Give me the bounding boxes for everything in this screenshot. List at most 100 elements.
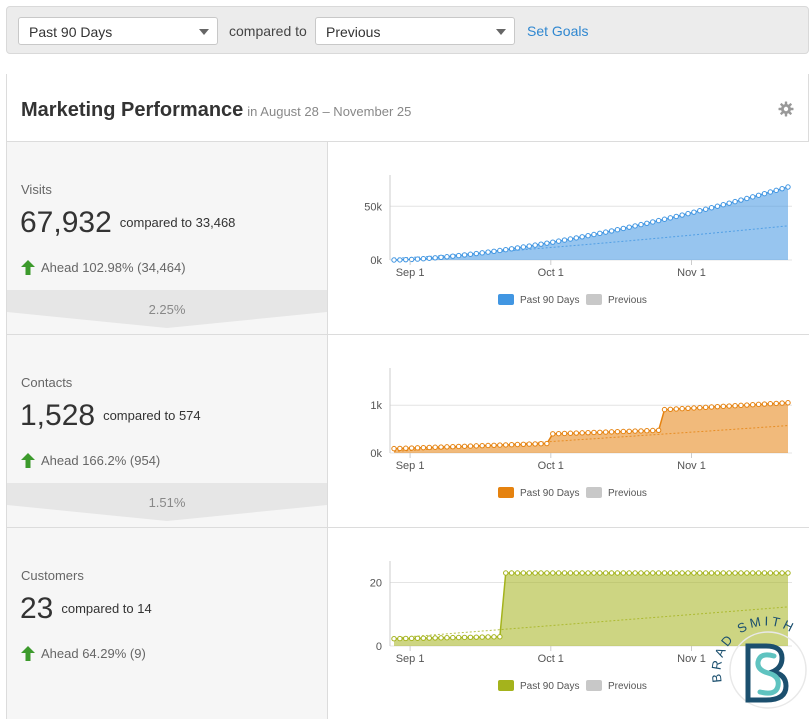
arrow-up-icon xyxy=(21,646,35,661)
legend-label-previous[interactable]: Previous xyxy=(608,488,647,499)
data-point xyxy=(614,428,621,435)
customers-chart-area: 0 20 Sep 1 Oct 1 Nov 1 Past 90 Days Previous xyxy=(328,527,809,719)
data-point xyxy=(573,235,579,241)
data-point xyxy=(738,570,744,576)
customers-summary: Customers 23 compared to 14 Ahead 64.29% … xyxy=(7,527,328,719)
data-point xyxy=(585,570,591,576)
data-point xyxy=(720,202,727,208)
data-point xyxy=(520,441,527,448)
data-point xyxy=(603,429,609,435)
data-point xyxy=(526,570,532,576)
panel-title-text: Marketing Performance xyxy=(21,99,244,121)
metric-value: 1,528 compared to 574 xyxy=(20,399,201,433)
data-point xyxy=(532,242,538,248)
data-point xyxy=(714,570,721,576)
legend-swatch-previous[interactable] xyxy=(586,680,602,691)
set-goals-link[interactable]: Set Goals xyxy=(527,23,589,39)
data-point xyxy=(544,440,550,447)
data-point xyxy=(503,442,509,448)
data-point xyxy=(497,634,503,640)
metric-compare: compared to 574 xyxy=(103,408,201,423)
data-point xyxy=(514,441,521,448)
data-point xyxy=(485,634,491,640)
arrow-up-icon xyxy=(21,260,35,275)
marketing-performance-panel: Marketing Performance in August 28 – Nove… xyxy=(6,74,809,719)
legend-label-past-90-days[interactable]: Past 90 Days xyxy=(520,681,579,692)
data-point xyxy=(773,570,779,576)
data-point xyxy=(408,635,415,642)
data-point xyxy=(650,427,656,434)
data-point xyxy=(497,442,503,448)
legend-swatch-previous[interactable] xyxy=(586,294,602,305)
legend-label-past-90-days[interactable]: Past 90 Days xyxy=(520,488,579,499)
data-point xyxy=(661,406,668,413)
legend-swatch-previous[interactable] xyxy=(586,487,602,498)
metric-value: 23 compared to 14 xyxy=(20,592,152,626)
metric-name: Contacts xyxy=(21,375,73,390)
data-point xyxy=(644,427,650,434)
x-tick-label: Nov 1 xyxy=(677,653,706,665)
data-point xyxy=(691,570,697,576)
data-point xyxy=(702,404,709,411)
data-point xyxy=(508,246,515,252)
arrow-up-icon xyxy=(21,453,35,468)
data-point xyxy=(461,252,468,258)
data-point xyxy=(785,570,791,576)
gear-icon[interactable] xyxy=(778,101,794,122)
series-area-past-90-days xyxy=(394,573,788,646)
data-point xyxy=(485,442,491,449)
data-point xyxy=(467,251,474,257)
data-point xyxy=(767,401,774,407)
data-point xyxy=(732,570,738,576)
data-point xyxy=(626,570,632,576)
legend-swatch-past-90-days[interactable] xyxy=(498,487,514,498)
metric-ahead-text: Ahead 102.98% (34,464) xyxy=(41,260,186,275)
data-point xyxy=(426,635,432,641)
data-point xyxy=(744,402,750,408)
data-point xyxy=(697,404,703,411)
data-point xyxy=(514,245,521,251)
y-tick-label: 20 xyxy=(370,578,382,590)
data-point xyxy=(603,229,609,235)
legend-swatch-past-90-days[interactable] xyxy=(498,294,514,305)
data-point xyxy=(520,570,527,576)
data-point xyxy=(526,243,532,249)
data-point xyxy=(691,405,697,411)
data-point xyxy=(461,634,468,641)
legend-swatch-past-90-days[interactable] xyxy=(498,680,514,691)
legend-label-past-90-days[interactable]: Past 90 Days xyxy=(520,295,579,306)
data-point xyxy=(544,570,550,576)
metric-ahead: Ahead 166.2% (954) xyxy=(21,453,160,468)
data-point xyxy=(567,236,574,242)
filter-toolbar: Past 90 Days compared to Previous Set Go… xyxy=(6,6,809,54)
legend-label-previous[interactable]: Previous xyxy=(608,295,647,306)
data-point xyxy=(438,254,444,260)
data-point xyxy=(403,635,409,642)
data-point xyxy=(773,187,779,194)
data-point xyxy=(620,225,627,232)
data-point xyxy=(550,239,556,245)
data-point xyxy=(479,634,485,640)
data-point xyxy=(755,401,762,408)
data-point xyxy=(597,429,603,435)
date-range-select[interactable]: Past 90 Days xyxy=(18,17,218,45)
data-point xyxy=(685,210,691,217)
comparison-select[interactable]: Previous xyxy=(315,17,515,45)
data-point xyxy=(591,570,597,576)
data-point xyxy=(644,570,650,576)
data-point xyxy=(432,255,438,261)
data-point xyxy=(685,405,691,412)
data-point xyxy=(673,213,679,220)
date-range-value: Past 90 Days xyxy=(29,24,113,40)
data-point xyxy=(761,570,768,576)
data-point xyxy=(632,428,638,434)
data-point xyxy=(732,402,738,409)
data-point xyxy=(738,402,744,409)
data-point xyxy=(426,444,432,451)
data-point xyxy=(403,445,409,451)
legend-label-previous[interactable]: Previous xyxy=(608,681,647,692)
data-point xyxy=(661,216,668,222)
data-point xyxy=(591,429,597,436)
data-point xyxy=(561,570,568,576)
brad-smith-logo: BRAD SMITH xyxy=(700,610,810,720)
